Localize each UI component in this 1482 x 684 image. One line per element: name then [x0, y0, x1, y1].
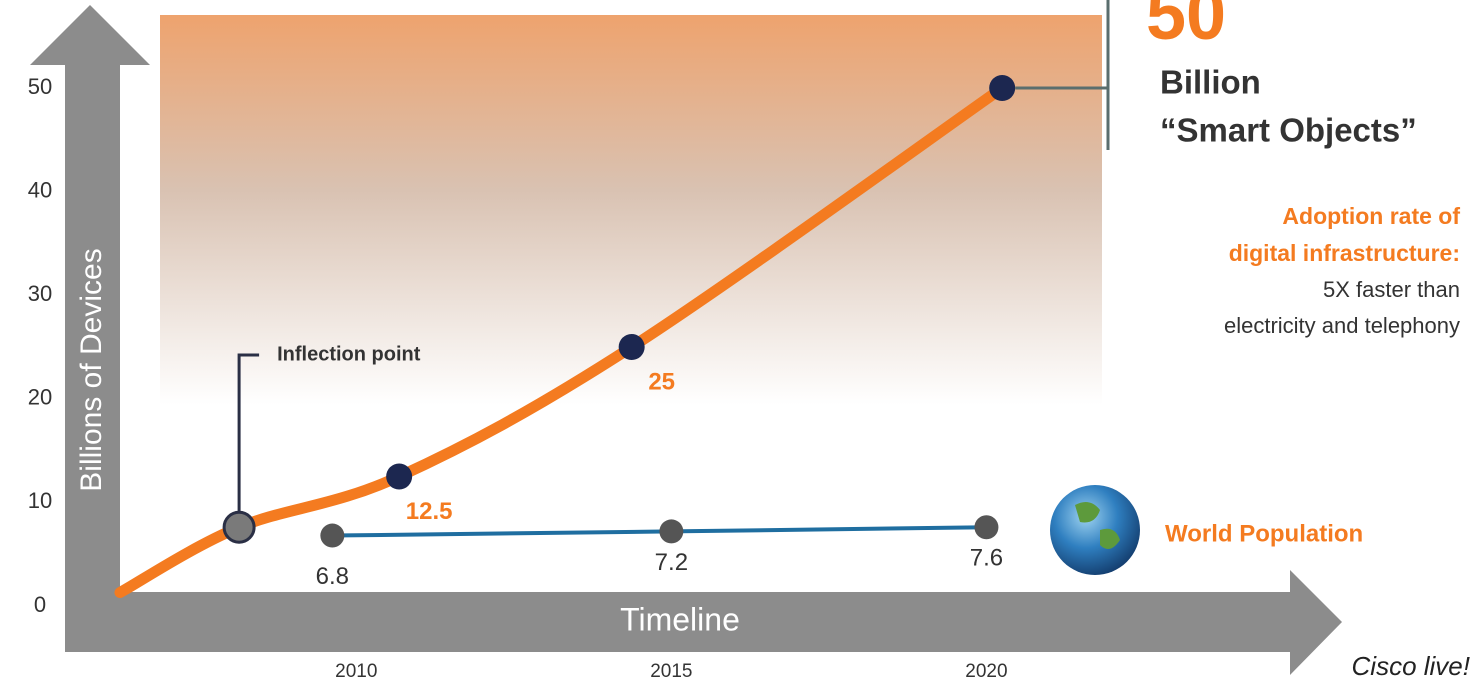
y-tick-label: 10 [28, 488, 52, 513]
smart-objects-point [619, 334, 645, 360]
inflection-point [224, 512, 254, 542]
note-highlight: Adoption rate of [1282, 203, 1460, 229]
note-body: 5X faster than [1323, 277, 1460, 302]
y-tick-label: 50 [28, 74, 52, 99]
population-label: 6.8 [316, 563, 349, 590]
population-point [659, 519, 683, 543]
globe-icon [1050, 485, 1140, 575]
x-axis-title: Timeline [620, 601, 740, 637]
smart-objects-label: 12.5 [406, 498, 453, 525]
callout-line: “Smart Objects” [1160, 112, 1417, 149]
smart-objects-point [386, 464, 412, 490]
y-tick-label: 20 [28, 385, 52, 410]
x-tick-label: 2020 [965, 661, 1007, 682]
y-tick-label: 0 [34, 592, 46, 617]
chart: Billions of Devices Timeline 50 Billion … [0, 0, 1482, 684]
x-tick-label: 2015 [650, 661, 692, 682]
y-tick-label: 30 [28, 281, 52, 306]
note-body: electricity and telephony [1224, 313, 1460, 338]
smart-objects-point [989, 75, 1015, 101]
smart-objects-label: 25 [648, 368, 675, 395]
series-label: World Population [1165, 520, 1363, 547]
population-label: 7.6 [970, 545, 1003, 572]
callout-number: 50 [1146, 0, 1226, 55]
callout-line: Billion [1160, 64, 1261, 101]
population-label: 7.2 [655, 549, 688, 576]
x-tick-label: 2010 [335, 661, 377, 682]
population-point [974, 515, 998, 539]
page: Billions of Devices Timeline 50 Billion … [0, 0, 1482, 684]
y-tick-label: 40 [28, 177, 52, 202]
y-axis-title: Billions of Devices [75, 248, 108, 491]
population-point [320, 524, 344, 548]
note-highlight: digital infrastructure: [1229, 240, 1460, 266]
logo: Cisco live! [1352, 651, 1470, 681]
annotation: Inflection point [277, 343, 421, 365]
